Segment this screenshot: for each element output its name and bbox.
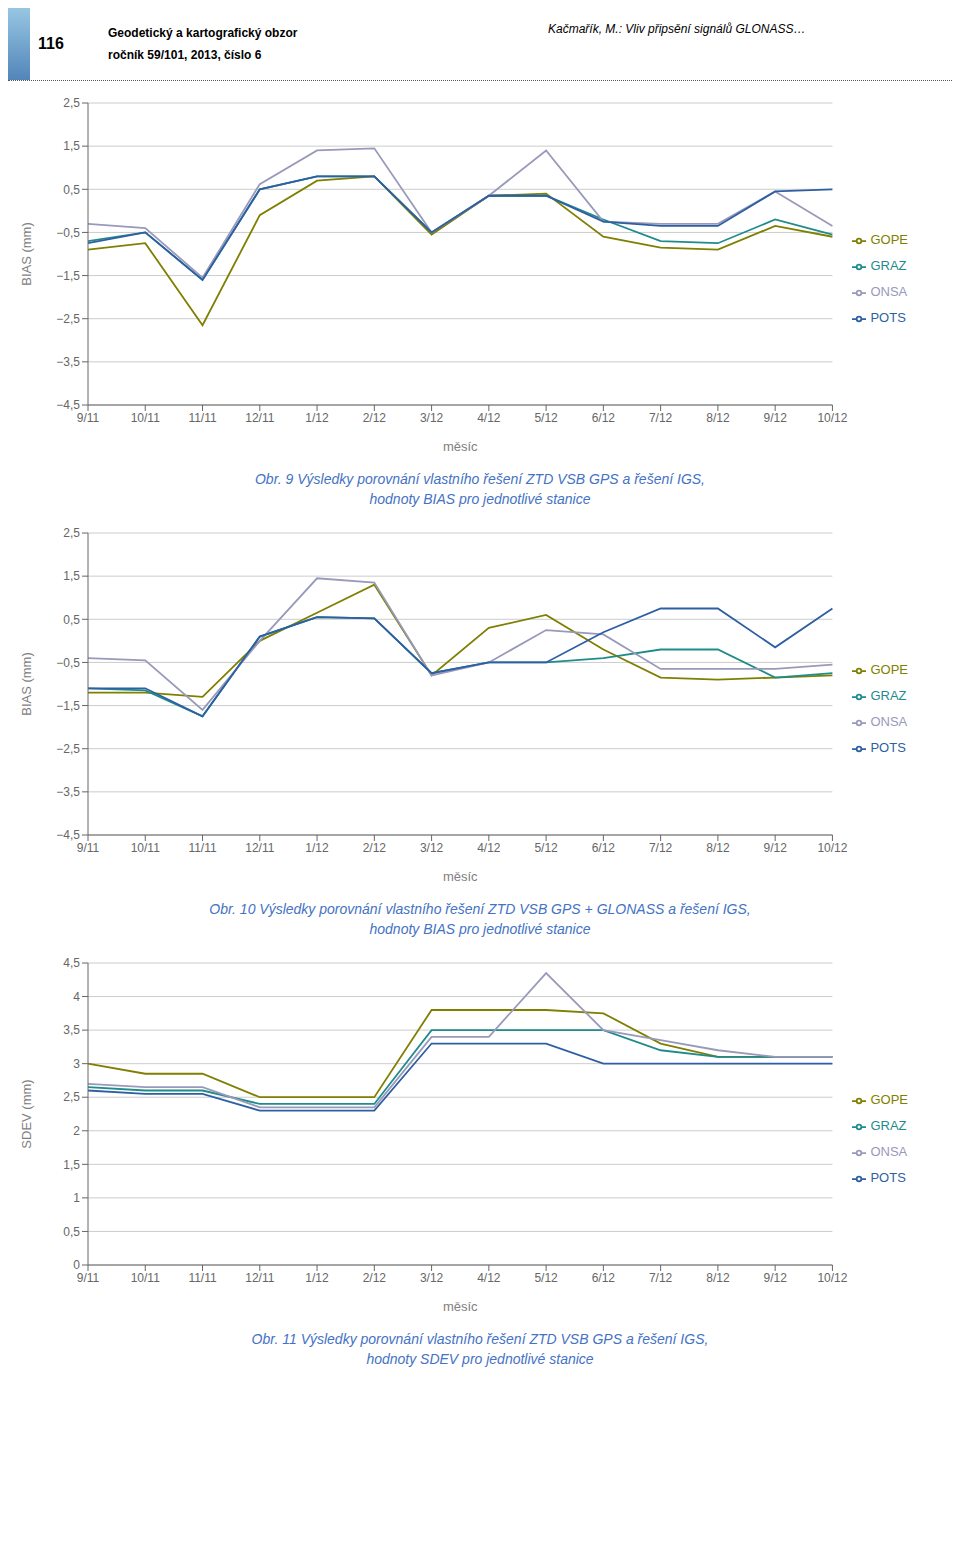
html-text:Kačmařík, M.: Vliv připsění si: Kačmařík, M.: Vliv připsění signálů GLON… (548, 22, 806, 36)
svg-text:10/12: 10/12 (817, 411, 847, 425)
svg-text:9/12: 9/12 (763, 841, 787, 855)
svg-text:8/12: 8/12 (706, 411, 730, 425)
svg-text:9/12: 9/12 (763, 411, 787, 425)
svg-text:4: 4 (73, 990, 80, 1004)
svg-text:2: 2 (73, 1124, 80, 1138)
html-text:GOPE: GOPE (870, 662, 908, 677)
svg-text:1,5: 1,5 (63, 139, 80, 153)
svg-text:11/11: 11/11 (188, 841, 217, 855)
svg-text:8/12: 8/12 (706, 1271, 730, 1285)
svg-text:1,5: 1,5 (63, 569, 80, 583)
svg-text:−0,5: −0,5 (56, 656, 80, 670)
svg-text:−1,5: −1,5 (56, 699, 80, 713)
svg-text:měsíc: měsíc (443, 1299, 478, 1314)
svg-text:12/11: 12/11 (245, 411, 274, 425)
svg-text:měsíc: měsíc (443, 869, 478, 884)
html-text:GOPE: GOPE (870, 232, 908, 247)
html-text:POTS: POTS (870, 740, 906, 755)
svg-text:0: 0 (73, 1258, 80, 1272)
svg-text:1: 1 (73, 1191, 80, 1205)
svg-text:11/11: 11/11 (188, 1271, 217, 1285)
svg-text:2,5: 2,5 (63, 526, 80, 540)
svg-text:měsíc: měsíc (443, 439, 478, 454)
html-text:hodnoty BIAS pro jednotlivé st: hodnoty BIAS pro jednotlivé stanice (369, 491, 591, 507)
svg-text:4/12: 4/12 (477, 411, 501, 425)
svg-text:BIAS (mm): BIAS (mm) (19, 652, 34, 716)
svg-text:2,5: 2,5 (63, 96, 80, 110)
svg-text:3/12: 3/12 (420, 411, 444, 425)
svg-text:−1,5: −1,5 (56, 269, 80, 283)
svg-text:3/12: 3/12 (420, 841, 444, 855)
html-text:ONSA: ONSA (870, 284, 908, 299)
svg-text:−3,5: −3,5 (56, 355, 80, 369)
svg-text:3: 3 (73, 1057, 80, 1071)
svg-text:SDEV (mm): SDEV (mm) (19, 1079, 34, 1148)
svg-text:7/12: 7/12 (649, 1271, 673, 1285)
svg-text:1/12: 1/12 (305, 411, 329, 425)
html-text:hodnoty BIAS pro jednotlivé st: hodnoty BIAS pro jednotlivé stanice (369, 921, 591, 937)
svg-text:1/12: 1/12 (305, 1271, 329, 1285)
svg-text:0,5: 0,5 (63, 183, 80, 197)
svg-text:0,5: 0,5 (63, 613, 80, 627)
svg-text:−2,5: −2,5 (56, 742, 80, 756)
html-text:ONSA: ONSA (870, 1144, 908, 1159)
svg-text:11/11: 11/11 (188, 411, 217, 425)
svg-text:BIAS (mm): BIAS (mm) (19, 222, 34, 286)
svg-text:10/11: 10/11 (131, 411, 160, 425)
html-text:Obr. 10 Výsledky porovnání vla: Obr. 10 Výsledky porovnání vlastního řeš… (209, 901, 751, 917)
svg-text:12/11: 12/11 (245, 1271, 274, 1285)
svg-text:2/12: 2/12 (363, 411, 387, 425)
html-text:GRAZ: GRAZ (870, 688, 907, 703)
svg-text:0,5: 0,5 (63, 1225, 80, 1239)
html-text:POTS: POTS (870, 1170, 906, 1185)
svg-text:8/12: 8/12 (706, 841, 730, 855)
html-text:Obr. 9 Výsledky porovnání vlas: Obr. 9 Výsledky porovnání vlastního řeše… (255, 471, 705, 487)
svg-text:2/12: 2/12 (363, 1271, 387, 1285)
svg-text:12/11: 12/11 (245, 841, 274, 855)
svg-text:−4,5: −4,5 (56, 828, 80, 842)
html-text:ONSA: ONSA (870, 714, 908, 729)
svg-text:6/12: 6/12 (592, 841, 616, 855)
svg-text:2,5: 2,5 (63, 1090, 80, 1104)
svg-text:7/12: 7/12 (649, 411, 673, 425)
svg-text:1/12: 1/12 (305, 841, 329, 855)
svg-text:9/11: 9/11 (77, 1271, 100, 1285)
html-text:POTS: POTS (870, 310, 906, 325)
html-text:Obr. 11 Výsledky porovnání vla: Obr. 11 Výsledky porovnání vlastního řeš… (251, 1331, 709, 1347)
svg-text:10/12: 10/12 (817, 1271, 847, 1285)
svg-text:10/11: 10/11 (131, 841, 160, 855)
html-text:GOPE: GOPE (870, 1092, 908, 1107)
svg-text:1,5: 1,5 (63, 1158, 80, 1172)
svg-text:4/12: 4/12 (477, 841, 501, 855)
html-text:Geodetický a kartografický obz: Geodetický a kartografický obzor (108, 26, 298, 40)
svg-text:6/12: 6/12 (592, 411, 616, 425)
svg-text:9/12: 9/12 (763, 1271, 787, 1285)
svg-text:−4,5: −4,5 (56, 398, 80, 412)
html-text:GRAZ: GRAZ (870, 1118, 907, 1133)
svg-text:9/11: 9/11 (77, 411, 100, 425)
svg-text:10/12: 10/12 (817, 841, 847, 855)
svg-text:4/12: 4/12 (477, 1271, 501, 1285)
svg-text:5/12: 5/12 (534, 841, 558, 855)
html-text:hodnoty SDEV pro jednotlivé st: hodnoty SDEV pro jednotlivé stanice (366, 1351, 594, 1367)
html-text:ročník 59/101, 2013, číslo 6: ročník 59/101, 2013, číslo 6 (108, 48, 262, 62)
html-text:GRAZ: GRAZ (870, 258, 907, 273)
svg-text:3,5: 3,5 (63, 1023, 80, 1037)
svg-text:−0,5: −0,5 (56, 226, 80, 240)
svg-text:10/11: 10/11 (131, 1271, 160, 1285)
svg-text:5/12: 5/12 (534, 1271, 558, 1285)
svg-text:3/12: 3/12 (420, 1271, 444, 1285)
svg-text:2/12: 2/12 (363, 841, 387, 855)
svg-text:9/11: 9/11 (77, 841, 100, 855)
svg-text:4,5: 4,5 (63, 956, 80, 970)
svg-text:7/12: 7/12 (649, 841, 673, 855)
svg-text:−2,5: −2,5 (56, 312, 80, 326)
svg-text:6/12: 6/12 (592, 1271, 616, 1285)
svg-text:5/12: 5/12 (534, 411, 558, 425)
svg-text:−3,5: −3,5 (56, 785, 80, 799)
html-text:116: 116 (38, 35, 64, 52)
